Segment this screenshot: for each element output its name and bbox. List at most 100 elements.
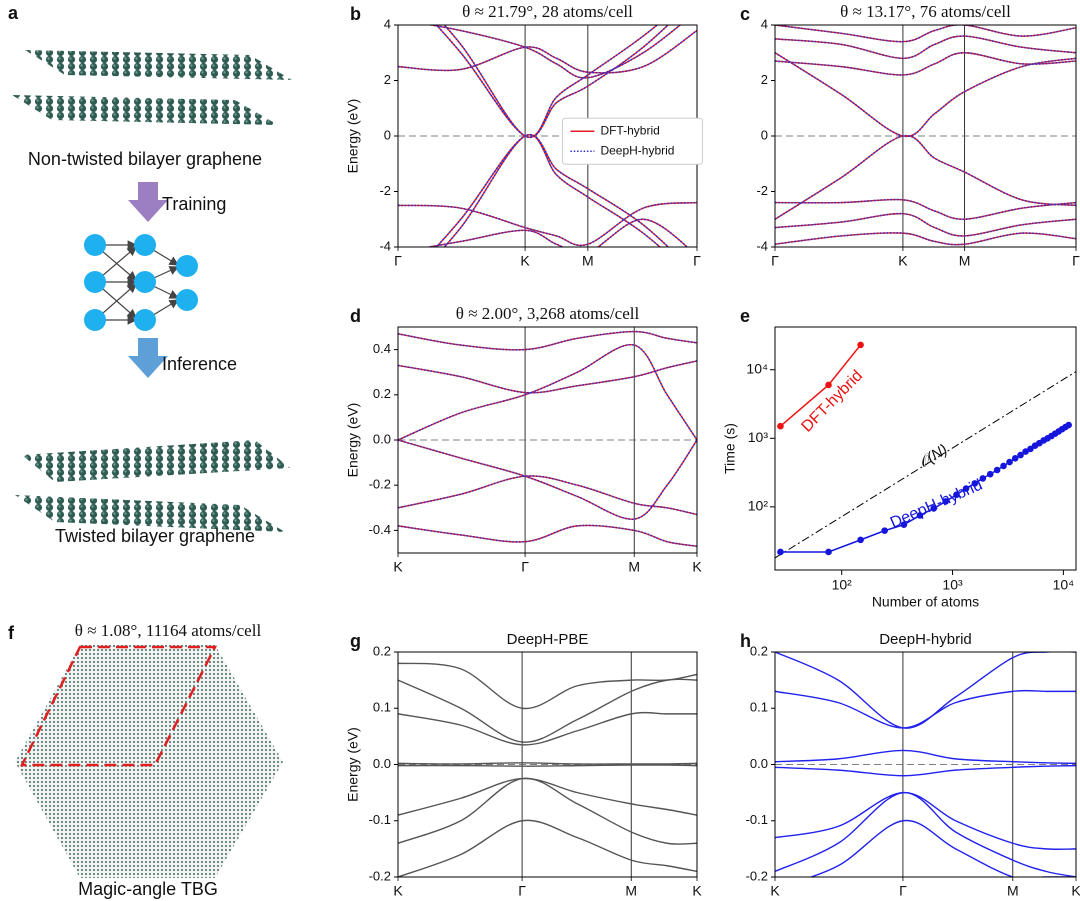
bands (775, 652, 1076, 877)
band (398, 662, 697, 710)
y-tick-label: -0.1 (746, 812, 768, 827)
band (398, 439, 697, 520)
point (1011, 455, 1019, 462)
series-line (780, 424, 1070, 553)
y-tick-label: 0.1 (750, 700, 768, 715)
x-tick-label: K (770, 883, 780, 899)
point (777, 548, 784, 556)
panel-label: f (8, 623, 15, 643)
point (1000, 462, 1007, 470)
band (775, 749, 1076, 765)
point (825, 548, 832, 556)
band (424, 218, 689, 247)
legend-box (561, 117, 703, 165)
band (398, 343, 697, 441)
band (398, 29, 697, 74)
x-tick-label: M (1007, 883, 1019, 899)
step-label: Training (162, 194, 226, 214)
x-tick-label: 10² (832, 577, 853, 593)
y-tick-label: -4 (756, 238, 768, 253)
plot-frame (774, 326, 1077, 571)
x-tick-label: 10³ (942, 577, 963, 593)
band (775, 652, 1076, 729)
panel-label: a (8, 3, 19, 23)
y-tick-label: -2 (379, 183, 391, 198)
band (398, 777, 697, 816)
panel-title: θ ≈ 1.08°, 11164 atoms/cell (75, 621, 262, 640)
graphene-layer (22, 440, 290, 482)
y-tick-label: 4 (384, 16, 391, 31)
plot-frame (397, 326, 698, 554)
plot-frame (397, 651, 698, 878)
legend-label: DFT-hybrid (600, 123, 659, 137)
x-tick-label: M (582, 253, 594, 269)
band (398, 475, 697, 516)
point (993, 466, 1001, 474)
arrow (128, 338, 168, 378)
chart-title: θ ≈ 13.17°, 76 atoms/cell (840, 2, 1011, 21)
y-tick-label: -2 (756, 183, 768, 198)
x-tick-label: K (692, 559, 702, 575)
bands (775, 25, 1076, 246)
y-tick-label: 0.0 (373, 431, 391, 446)
point (971, 480, 979, 487)
bands (398, 662, 697, 877)
y-tick-label: 0.2 (373, 386, 391, 401)
y-tick-label: -0.2 (746, 868, 768, 883)
panel-label: d (350, 306, 361, 326)
y-axis-label: Time (s) (722, 423, 738, 474)
y-tick-label: -4 (379, 238, 391, 253)
point (881, 527, 888, 534)
x-axis-label: Number of atoms (872, 594, 979, 610)
chart-title: θ ≈ 21.79°, 28 atoms/cell (462, 2, 633, 21)
band (398, 678, 697, 743)
band (808, 819, 1076, 877)
point (986, 470, 994, 478)
y-tick-label: 2 (384, 72, 391, 87)
y-tick-label: 4 (761, 16, 768, 31)
point (1022, 448, 1029, 455)
y-tick-label: 0 (384, 127, 391, 142)
y-axis-label: Energy (eV) (345, 99, 361, 174)
point (962, 485, 970, 492)
step-label: Inference (162, 354, 237, 374)
neural-net (84, 234, 198, 331)
caption: Magic-angle TBG (78, 879, 218, 899)
chart-title: DeepH-PBE (507, 631, 589, 648)
x-tick-label: K (692, 883, 702, 899)
band (775, 52, 1076, 137)
y-tick-label: 0.0 (373, 756, 391, 771)
x-tick-label: Γ (518, 883, 526, 899)
band (775, 791, 1076, 877)
x-tick-label: Γ (1072, 253, 1080, 269)
band (775, 764, 1076, 777)
legend-label: DeepH-hybrid (600, 143, 674, 157)
x-tick-label: K (898, 253, 908, 269)
y-tick-label: 10² (748, 498, 769, 514)
y-tick-label: 0.4 (373, 341, 391, 356)
band (775, 212, 1076, 237)
band (775, 25, 1076, 43)
band (435, 25, 670, 139)
caption: Twisted bilayer graphene (55, 526, 255, 546)
point (777, 422, 784, 430)
graphene-layer (25, 50, 292, 80)
y-axis-label: Energy (eV) (345, 403, 361, 478)
arrow (128, 182, 168, 222)
y-tick-label: 0.0 (750, 756, 768, 771)
band (775, 198, 1076, 221)
band (398, 711, 697, 746)
panel-label: h (740, 631, 751, 651)
band (775, 135, 1076, 220)
panel-a: a Non-twisted bilayer graphene Training … (8, 3, 292, 546)
band (398, 475, 697, 516)
scaling-line (774, 371, 1077, 559)
band (775, 35, 1076, 60)
x-tick-label: 10⁴ (1053, 577, 1075, 593)
graphene-layer (12, 95, 278, 125)
x-tick-label: M (625, 883, 637, 899)
point (825, 381, 832, 389)
x-tick-label: K (393, 559, 403, 575)
plot-frame (774, 24, 1077, 248)
